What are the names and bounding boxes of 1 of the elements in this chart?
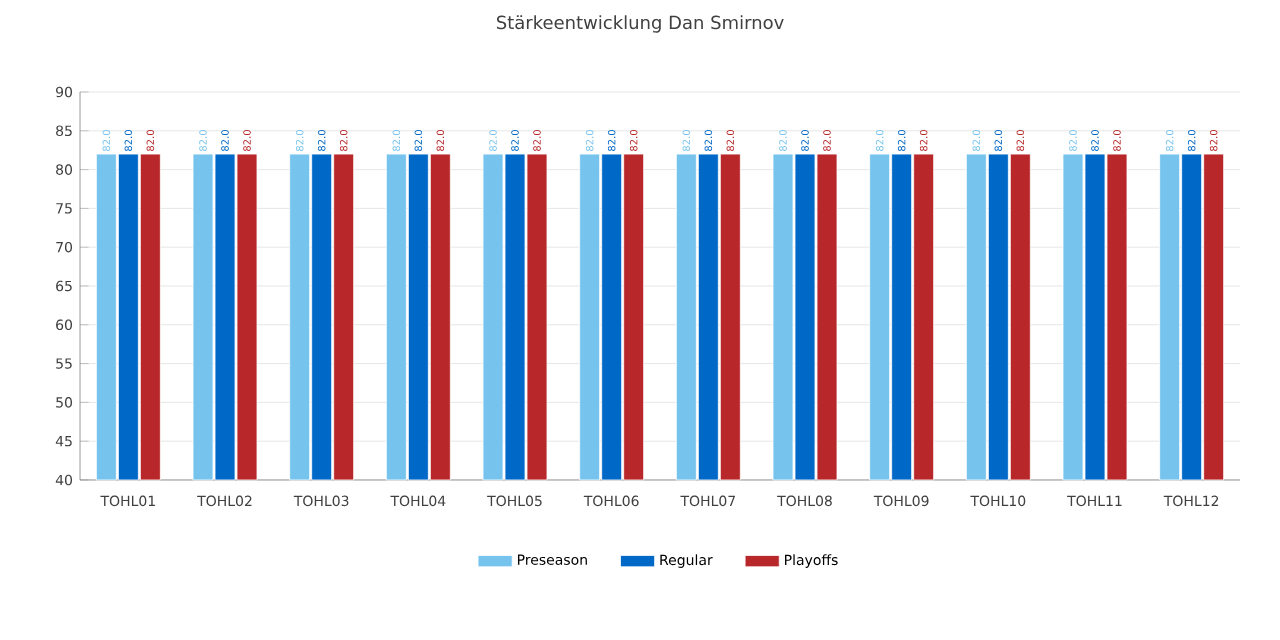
chart-title: Stärkeentwicklung Dan Smirnov	[496, 15, 784, 33]
